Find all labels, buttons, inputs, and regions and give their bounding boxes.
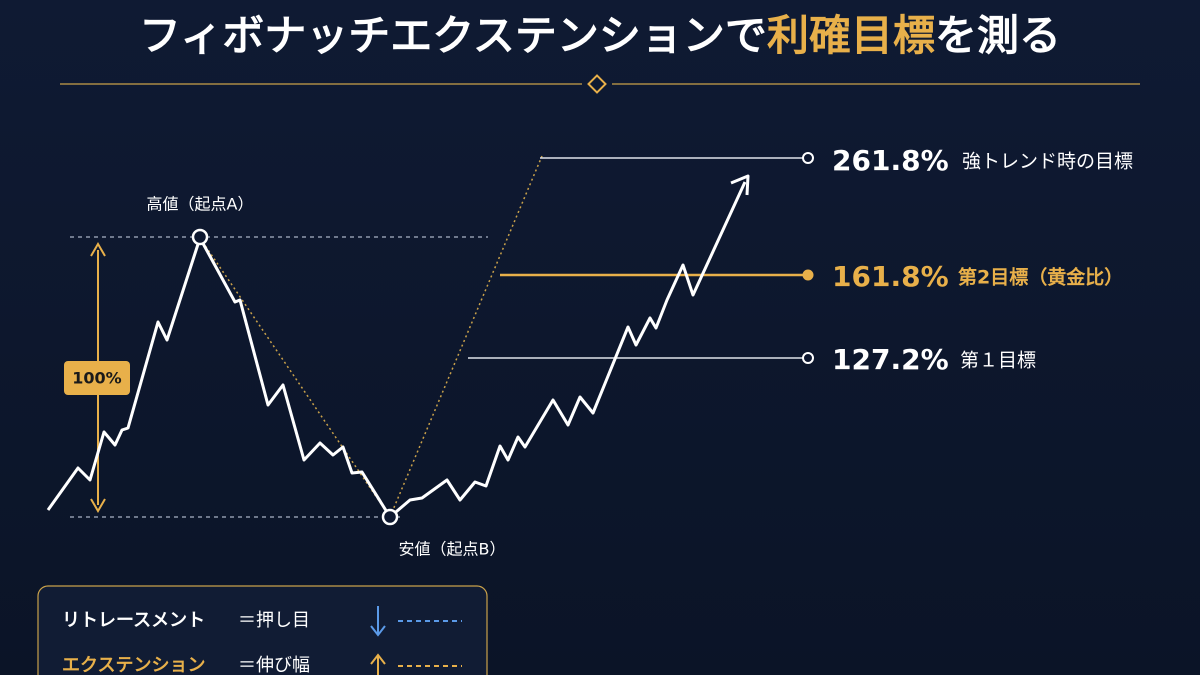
level-dot — [802, 152, 814, 164]
legend-box — [37, 585, 488, 675]
legend-arrow-up — [370, 653, 386, 675]
legend-term: エクステンション — [62, 655, 205, 675]
high-label: 高値（起点A） — [147, 195, 254, 214]
title-lead: フィボナッチエクステンションで — [139, 11, 767, 60]
price-path — [46, 181, 747, 519]
level-label: 第2目標（黄金比） — [958, 266, 1123, 289]
level-dot — [802, 352, 814, 364]
legend-term: リトレースメント — [62, 610, 205, 631]
title-tail: を測る — [935, 11, 1061, 60]
level-ratio: 127.2% — [832, 343, 949, 376]
legend-meaning: ＝押し目 — [238, 610, 310, 631]
legend-arrow-down — [370, 606, 386, 637]
level-ratio: 161.8% — [832, 260, 949, 293]
point-a — [191, 228, 209, 246]
point-b — [381, 508, 399, 526]
divider-diamond — [587, 74, 607, 94]
range-badge — [64, 361, 130, 395]
extension-line — [389, 155, 543, 518]
title: フィボナッチエクステンションで利確目標を測る — [139, 11, 1061, 60]
retracement-line — [199, 237, 391, 518]
range-arrow-heads — [90, 242, 106, 513]
low-label: 安値（起点B） — [399, 540, 506, 559]
price-arrow-head — [730, 174, 750, 196]
level-label: 強トレンド時の目標 — [962, 151, 1133, 173]
level-dot — [802, 269, 814, 281]
level-ratio: 261.8% — [832, 144, 949, 177]
legend-meaning: ＝伸び幅 — [238, 655, 310, 675]
level-label: 第１目標 — [960, 350, 1036, 372]
range-label: 100% — [72, 369, 121, 388]
title-highlight: 利確目標 — [767, 11, 935, 60]
